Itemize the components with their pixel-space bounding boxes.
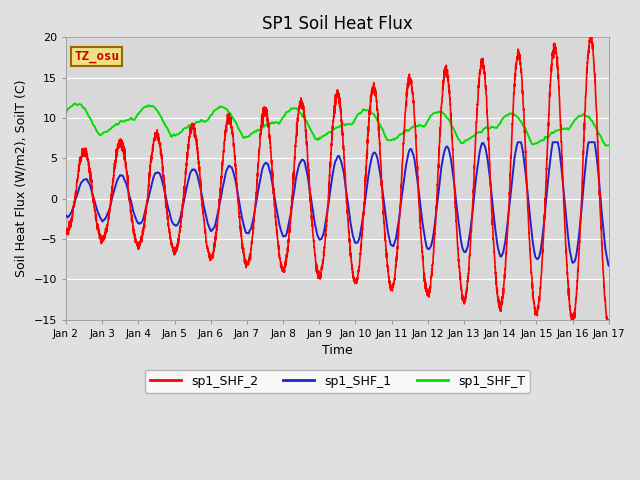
sp1_SHF_1: [605, 262, 612, 268]
sp1_SHF_T: [390, 137, 398, 143]
sp1_SHF_2: [605, 317, 612, 323]
Y-axis label: Soil Heat Flux (W/m2), SoilT (C): Soil Heat Flux (W/m2), SoilT (C): [15, 80, 28, 277]
sp1_SHF_T: [179, 128, 186, 133]
sp1_SHF_T: [605, 143, 612, 148]
sp1_SHF_1: [400, 179, 408, 185]
sp1_SHF_2: [587, 35, 595, 40]
sp1_SHF_1: [62, 213, 70, 218]
Line: sp1_SHF_T: sp1_SHF_T: [66, 104, 609, 145]
sp1_SHF_T: [71, 101, 79, 107]
sp1_SHF_T: [400, 131, 408, 136]
Title: SP1 Soil Heat Flux: SP1 Soil Heat Flux: [262, 15, 413, 33]
X-axis label: Time: Time: [322, 344, 353, 357]
sp1_SHF_T: [554, 128, 561, 133]
Line: sp1_SHF_1: sp1_SHF_1: [66, 142, 609, 266]
sp1_SHF_1: [605, 263, 612, 269]
sp1_SHF_T: [62, 110, 70, 116]
sp1_SHF_1: [390, 241, 398, 247]
sp1_SHF_2: [62, 230, 70, 236]
Text: TZ_osu: TZ_osu: [74, 50, 119, 63]
sp1_SHF_1: [514, 139, 522, 145]
sp1_SHF_2: [400, 140, 408, 145]
sp1_SHF_2: [179, 210, 186, 216]
sp1_SHF_T: [602, 143, 609, 148]
sp1_SHF_2: [390, 278, 398, 284]
sp1_SHF_1: [214, 212, 221, 217]
sp1_SHF_2: [214, 218, 221, 224]
sp1_SHF_T: [214, 106, 221, 111]
sp1_SHF_2: [605, 317, 612, 323]
sp1_SHF_2: [554, 63, 561, 69]
Line: sp1_SHF_2: sp1_SHF_2: [66, 37, 609, 320]
sp1_SHF_2: [568, 317, 575, 323]
sp1_SHF_1: [554, 139, 561, 145]
sp1_SHF_T: [605, 143, 612, 148]
sp1_SHF_1: [179, 206, 186, 212]
Legend: sp1_SHF_2, sp1_SHF_1, sp1_SHF_T: sp1_SHF_2, sp1_SHF_1, sp1_SHF_T: [145, 370, 530, 393]
